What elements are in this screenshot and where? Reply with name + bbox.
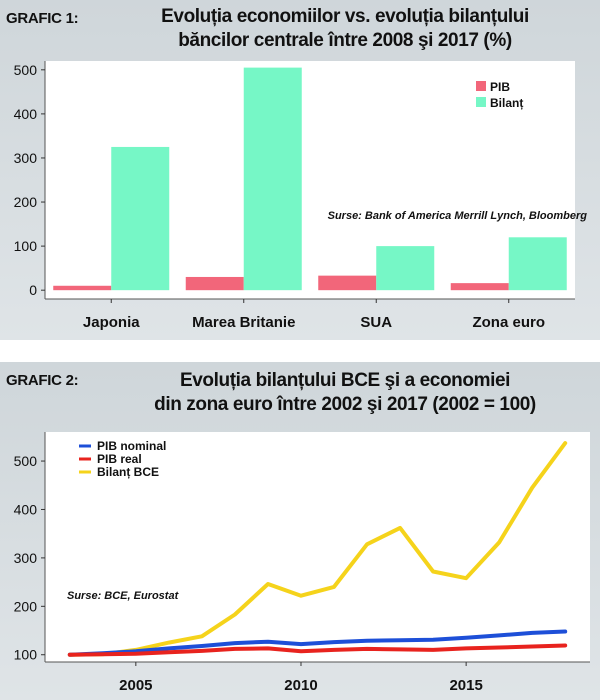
chart1-title-line1: Evoluția economiilor vs. evoluția bilanț…: [161, 6, 529, 27]
chart1-tag: GRAFIC 1:: [6, 10, 79, 27]
chart1-title: Evoluția economiilor vs. evoluția bilanț…: [110, 5, 580, 53]
chart2-y-tick-label: 400: [14, 501, 38, 517]
chart2-y-tick-label: 300: [14, 550, 38, 566]
chart2-line-pib-nominal: [67, 629, 568, 657]
chart1-bar-bilant: [508, 237, 567, 291]
chart1-bar-pib: [450, 283, 509, 291]
chart1-x-tick-label: Zona euro: [472, 314, 545, 331]
chart2-legend-label: PIB real: [97, 452, 142, 466]
chart2-x-tick-label: 2005: [119, 677, 152, 694]
chart2-title-line1: Evoluția bilanțului BCE şi a economiei: [179, 370, 511, 391]
chart1-x-tick-label: Japonia: [83, 314, 140, 331]
chart2-source: Surse: BCE, Eurostat: [67, 590, 180, 602]
chart1-svg: 0 100 200 300 400 500 Japonia Marea Britanie SUA…: [14, 61, 588, 331]
chart2-svg: 100 200 300 400 500 2005 2010 2015 PIB nominalPI…: [14, 432, 590, 694]
chart1-bar-bilant: [111, 146, 170, 291]
chart1-x-tick-label: Marea Britanie: [192, 314, 295, 331]
chart2-tag: GRAFIC 2:: [6, 372, 79, 389]
chart1-bar-pib: [53, 285, 112, 291]
chart1-bar-bilant: [243, 67, 302, 291]
chart1-source: Surse: Bank of America Merrill Lynch, Bl…: [328, 210, 588, 222]
chart2-legend-label: Bilanț BCE: [97, 465, 159, 479]
chart2-y-tick-label: 500: [14, 453, 38, 469]
chart2-title: Evoluția bilanțului BCE şi a economiei d…: [110, 369, 580, 417]
chart2-legend-label: PIB nominal: [97, 439, 166, 453]
chart1-y-tick-label: 300: [14, 150, 38, 166]
chart1-y-tick-label: 400: [14, 106, 38, 122]
chart1-legend-label: PIB: [490, 80, 510, 94]
panel-separator: [0, 340, 600, 362]
chart1-legend-swatch: [476, 97, 486, 107]
chart1-y-tick-label: 200: [14, 194, 38, 210]
chart2-panel: GRAFIC 2: Evoluția bilanțului BCE şi a e…: [0, 362, 600, 700]
chart1-bar-bilant: [376, 246, 435, 291]
chart2-line-pib-real: [67, 643, 568, 657]
chart1-panel: GRAFIC 1: Evoluția economiilor vs. evolu…: [0, 0, 600, 340]
chart1-bar-pib: [318, 275, 377, 291]
chart1-title-line2: băncilor centrale între 2008 şi 2017 (%): [178, 30, 512, 51]
chart1-y-tick-label: 500: [14, 62, 38, 78]
chart2-y-tick-label: 200: [14, 598, 38, 614]
chart2-title-line2: din zona euro între 2002 şi 2017 (2002 =…: [154, 394, 536, 415]
chart2-x-tick-label: 2010: [284, 677, 317, 694]
chart1-x-tick-label: SUA: [360, 314, 392, 331]
chart2-plot-area: [45, 432, 590, 662]
chart1-legend-swatch: [476, 81, 486, 91]
chart2-y-tick-label: 100: [14, 647, 38, 663]
chart2-line-bilant-bce: [67, 441, 568, 657]
chart2-x-tick-label: 2015: [449, 677, 482, 694]
chart1-bar-pib: [185, 276, 244, 291]
chart1-y-tick-label: 100: [14, 238, 38, 254]
chart1-legend-label: Bilanț: [490, 96, 523, 110]
chart1-y-tick-label: 0: [29, 282, 37, 298]
